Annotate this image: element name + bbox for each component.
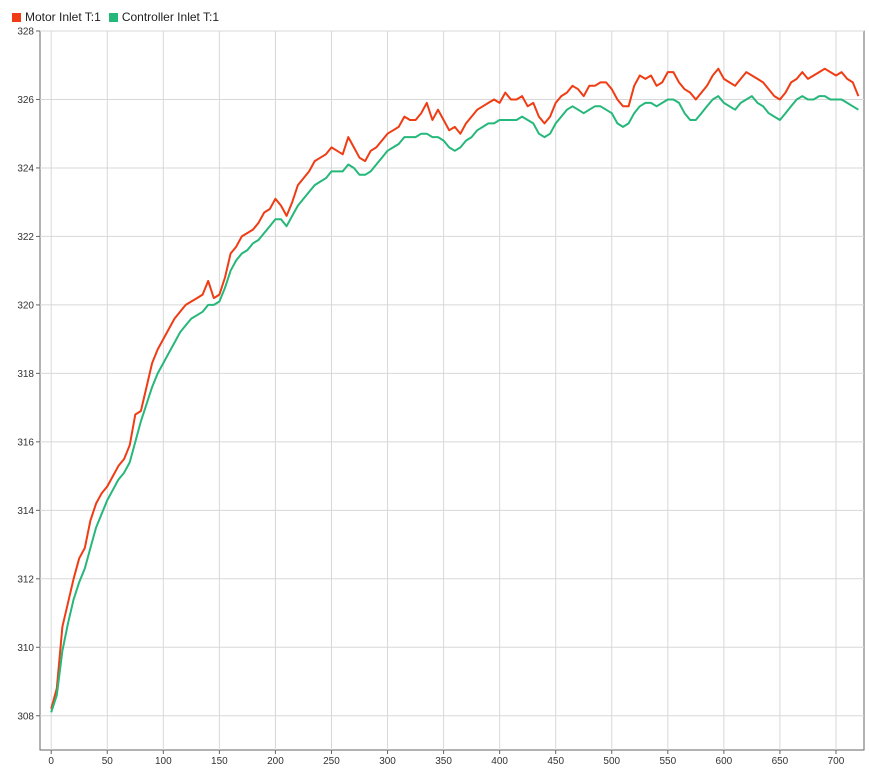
x-tick-label: 400 bbox=[491, 756, 508, 767]
series-group bbox=[50, 67, 860, 713]
x-tick-label: 300 bbox=[379, 756, 396, 767]
y-tick-label: 322 bbox=[17, 232, 34, 243]
legend-item[interactable]: Controller Inlet T:1 bbox=[108, 10, 219, 24]
x-tick-label: 650 bbox=[772, 756, 789, 767]
legend-label: Motor Inlet T:1 bbox=[25, 10, 101, 24]
axis-ticks: 0 50 100 150 200 250 300 350 400 450 500 550 600 650 7… bbox=[17, 27, 844, 768]
x-tick-label: 500 bbox=[603, 756, 620, 767]
x-tick-label: 600 bbox=[716, 756, 733, 767]
x-tick-label: 250 bbox=[323, 756, 340, 767]
x-tick-label: 100 bbox=[155, 756, 172, 767]
y-tick-label: 318 bbox=[17, 369, 34, 380]
x-tick-label: 450 bbox=[547, 756, 564, 767]
y-tick-label: 308 bbox=[17, 711, 34, 722]
y-tick-label: 320 bbox=[17, 300, 34, 311]
series-line-controller-inlet bbox=[50, 95, 859, 713]
x-tick-label: 0 bbox=[48, 756, 54, 767]
y-tick-label: 316 bbox=[17, 437, 34, 448]
y-tick-label: 314 bbox=[17, 506, 34, 517]
y-tick-label: 326 bbox=[17, 95, 34, 106]
x-tick-label: 150 bbox=[211, 756, 228, 767]
x-tick-label: 550 bbox=[659, 756, 676, 767]
legend: Motor Inlet T:1 Controller Inlet T:1 bbox=[12, 10, 219, 24]
grid bbox=[40, 30, 864, 750]
y-tick-label: 310 bbox=[17, 643, 34, 654]
x-tick-label: 350 bbox=[435, 756, 452, 767]
y-tick-label: 324 bbox=[17, 163, 34, 174]
legend-label: Controller Inlet T:1 bbox=[121, 10, 219, 24]
legend-item[interactable]: Motor Inlet T:1 bbox=[12, 10, 101, 24]
legend-swatch bbox=[12, 12, 21, 22]
x-tick-label: 700 bbox=[828, 756, 845, 767]
y-tick-label: 328 bbox=[17, 27, 34, 38]
legend-swatch bbox=[108, 12, 118, 22]
series-line-motor-inlet bbox=[50, 67, 860, 710]
x-tick-label: 50 bbox=[102, 756, 114, 767]
x-tick-label: 200 bbox=[267, 756, 284, 767]
y-tick-label: 312 bbox=[17, 574, 34, 585]
plot-area bbox=[39, 30, 865, 751]
